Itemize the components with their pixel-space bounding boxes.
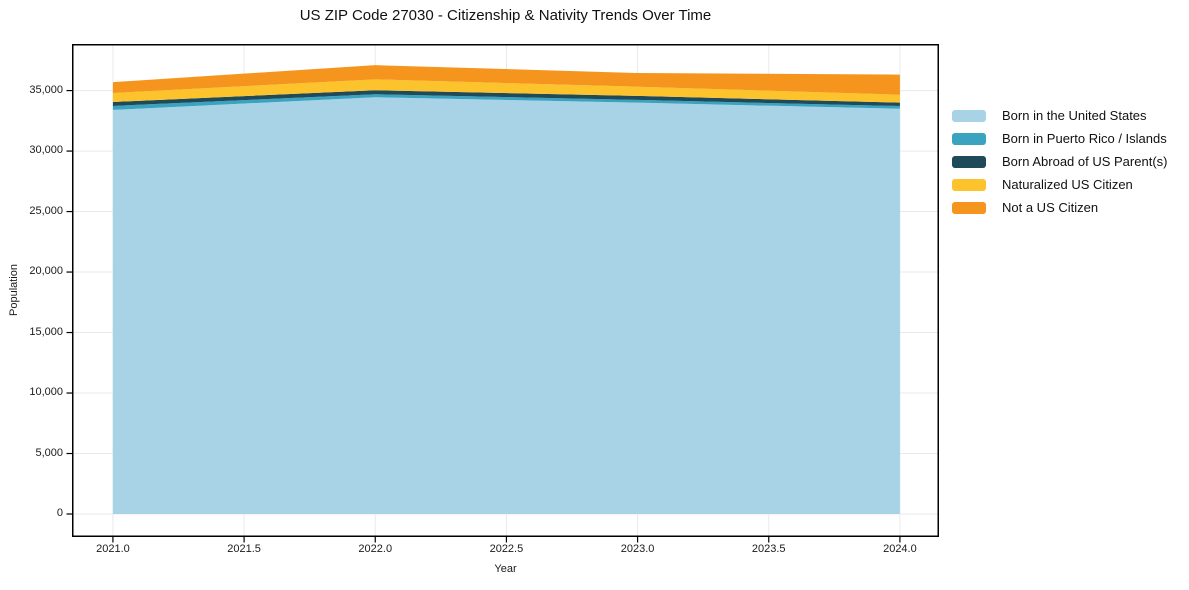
x-tick-label: 2022.5	[489, 543, 524, 555]
chart-title: US ZIP Code 27030 - Citizenship & Nativi…	[299, 7, 712, 24]
area-not-a-us-citizen	[112, 65, 900, 95]
legend-label: Naturalized US Citizen	[1002, 177, 1133, 192]
y-axis-label: Population	[8, 264, 20, 316]
legend-swatch	[952, 178, 986, 191]
legend-item: Born in Puerto Rico / Islands	[952, 127, 1167, 150]
legend-swatch	[952, 201, 986, 214]
legend-swatch	[952, 109, 986, 122]
y-tick-label: 30,000	[29, 144, 63, 157]
x-tick-label: 2022.0	[358, 543, 393, 555]
x-tick-label: 2023.5	[751, 543, 786, 555]
plot-border	[72, 44, 939, 537]
x-tick-label: 2021.5	[227, 543, 261, 555]
y-tick-label: 20,000	[29, 265, 63, 278]
y-tick-label: 35,000	[29, 83, 63, 96]
y-tick-label: 0	[56, 507, 63, 519]
legend-label: Born in Puerto Rico / Islands	[1002, 131, 1167, 146]
area-born-abroad-of-us-parent-s	[112, 90, 900, 107]
y-tick-label: 5,000	[35, 446, 63, 459]
legend-label: Born in the United States	[1002, 108, 1147, 123]
area-born-in-puerto-rico-islands	[112, 94, 900, 110]
plot-area	[66, 44, 939, 543]
area-naturalized-us-citizen	[112, 79, 900, 103]
area-born-in-the-united-states	[112, 97, 900, 515]
y-tick-label: 15,000	[29, 325, 63, 338]
legend-item: Born in the United States	[952, 104, 1167, 127]
x-tick-label: 2021.0	[96, 543, 130, 555]
legend-item: Naturalized US Citizen	[952, 173, 1167, 196]
x-tick-label: 2023.0	[620, 543, 655, 555]
legend-swatch	[952, 132, 986, 145]
legend-swatch	[952, 155, 986, 168]
x-axis-label: Year	[494, 563, 517, 575]
y-tick-label: 25,000	[29, 204, 63, 217]
legend: Born in the United States Born in Puerto …	[952, 104, 1167, 219]
x-tick-label: 2024.0	[883, 543, 917, 555]
legend-item: Born Abroad of US Parent(s)	[952, 150, 1167, 173]
legend-label: Born Abroad of US Parent(s)	[1002, 154, 1168, 169]
y-tick-label: 10,000	[29, 386, 63, 399]
legend-label: Not a US Citizen	[1002, 200, 1099, 215]
legend-item: Not a US Citizen	[952, 196, 1167, 219]
